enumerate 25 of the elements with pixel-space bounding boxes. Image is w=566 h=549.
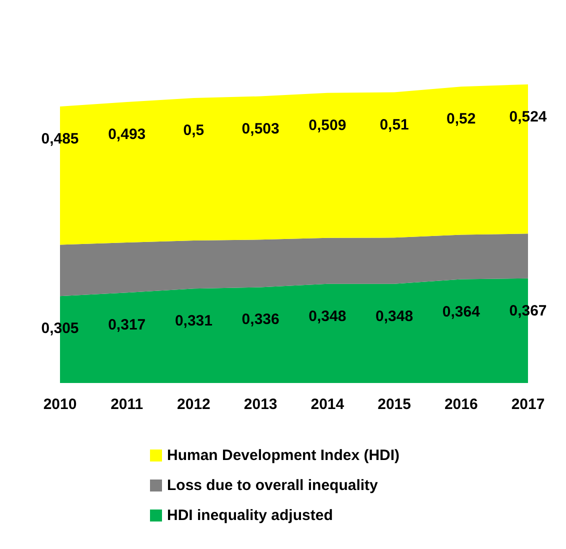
data-label: 0,331 <box>174 312 212 330</box>
x-tick-label: 2013 <box>244 396 278 413</box>
data-label: 0,336 <box>242 311 280 328</box>
data-label: 0,364 <box>442 303 481 320</box>
data-label: 0,509 <box>308 116 346 134</box>
legend-label: HDI inequality adjusted <box>167 507 333 524</box>
data-label: 0,305 <box>41 320 79 338</box>
legend-label: Loss due to overall inequality <box>167 477 379 494</box>
data-label: 0,5 <box>183 122 204 139</box>
x-tick-label: 2017 <box>511 396 545 413</box>
x-tick-label: 2014 <box>310 396 345 413</box>
x-tick-label: 2016 <box>444 396 478 413</box>
legend-label: Human Development Index (HDI) <box>167 447 400 464</box>
x-tick-label: 2011 <box>110 396 144 413</box>
data-label: 0,52 <box>446 110 476 128</box>
data-label: 0,51 <box>380 116 409 134</box>
data-label: 0,348 <box>308 308 346 325</box>
data-label: 0,493 <box>108 126 146 143</box>
data-label: 0,348 <box>376 308 414 325</box>
x-tick-label: 2015 <box>378 396 411 413</box>
data-label: 0,485 <box>41 130 79 148</box>
data-label: 0,317 <box>108 316 146 334</box>
data-label: 0,503 <box>242 120 280 138</box>
x-tick-label: 2010 <box>43 396 77 413</box>
x-tick-label: 2012 <box>177 396 210 413</box>
